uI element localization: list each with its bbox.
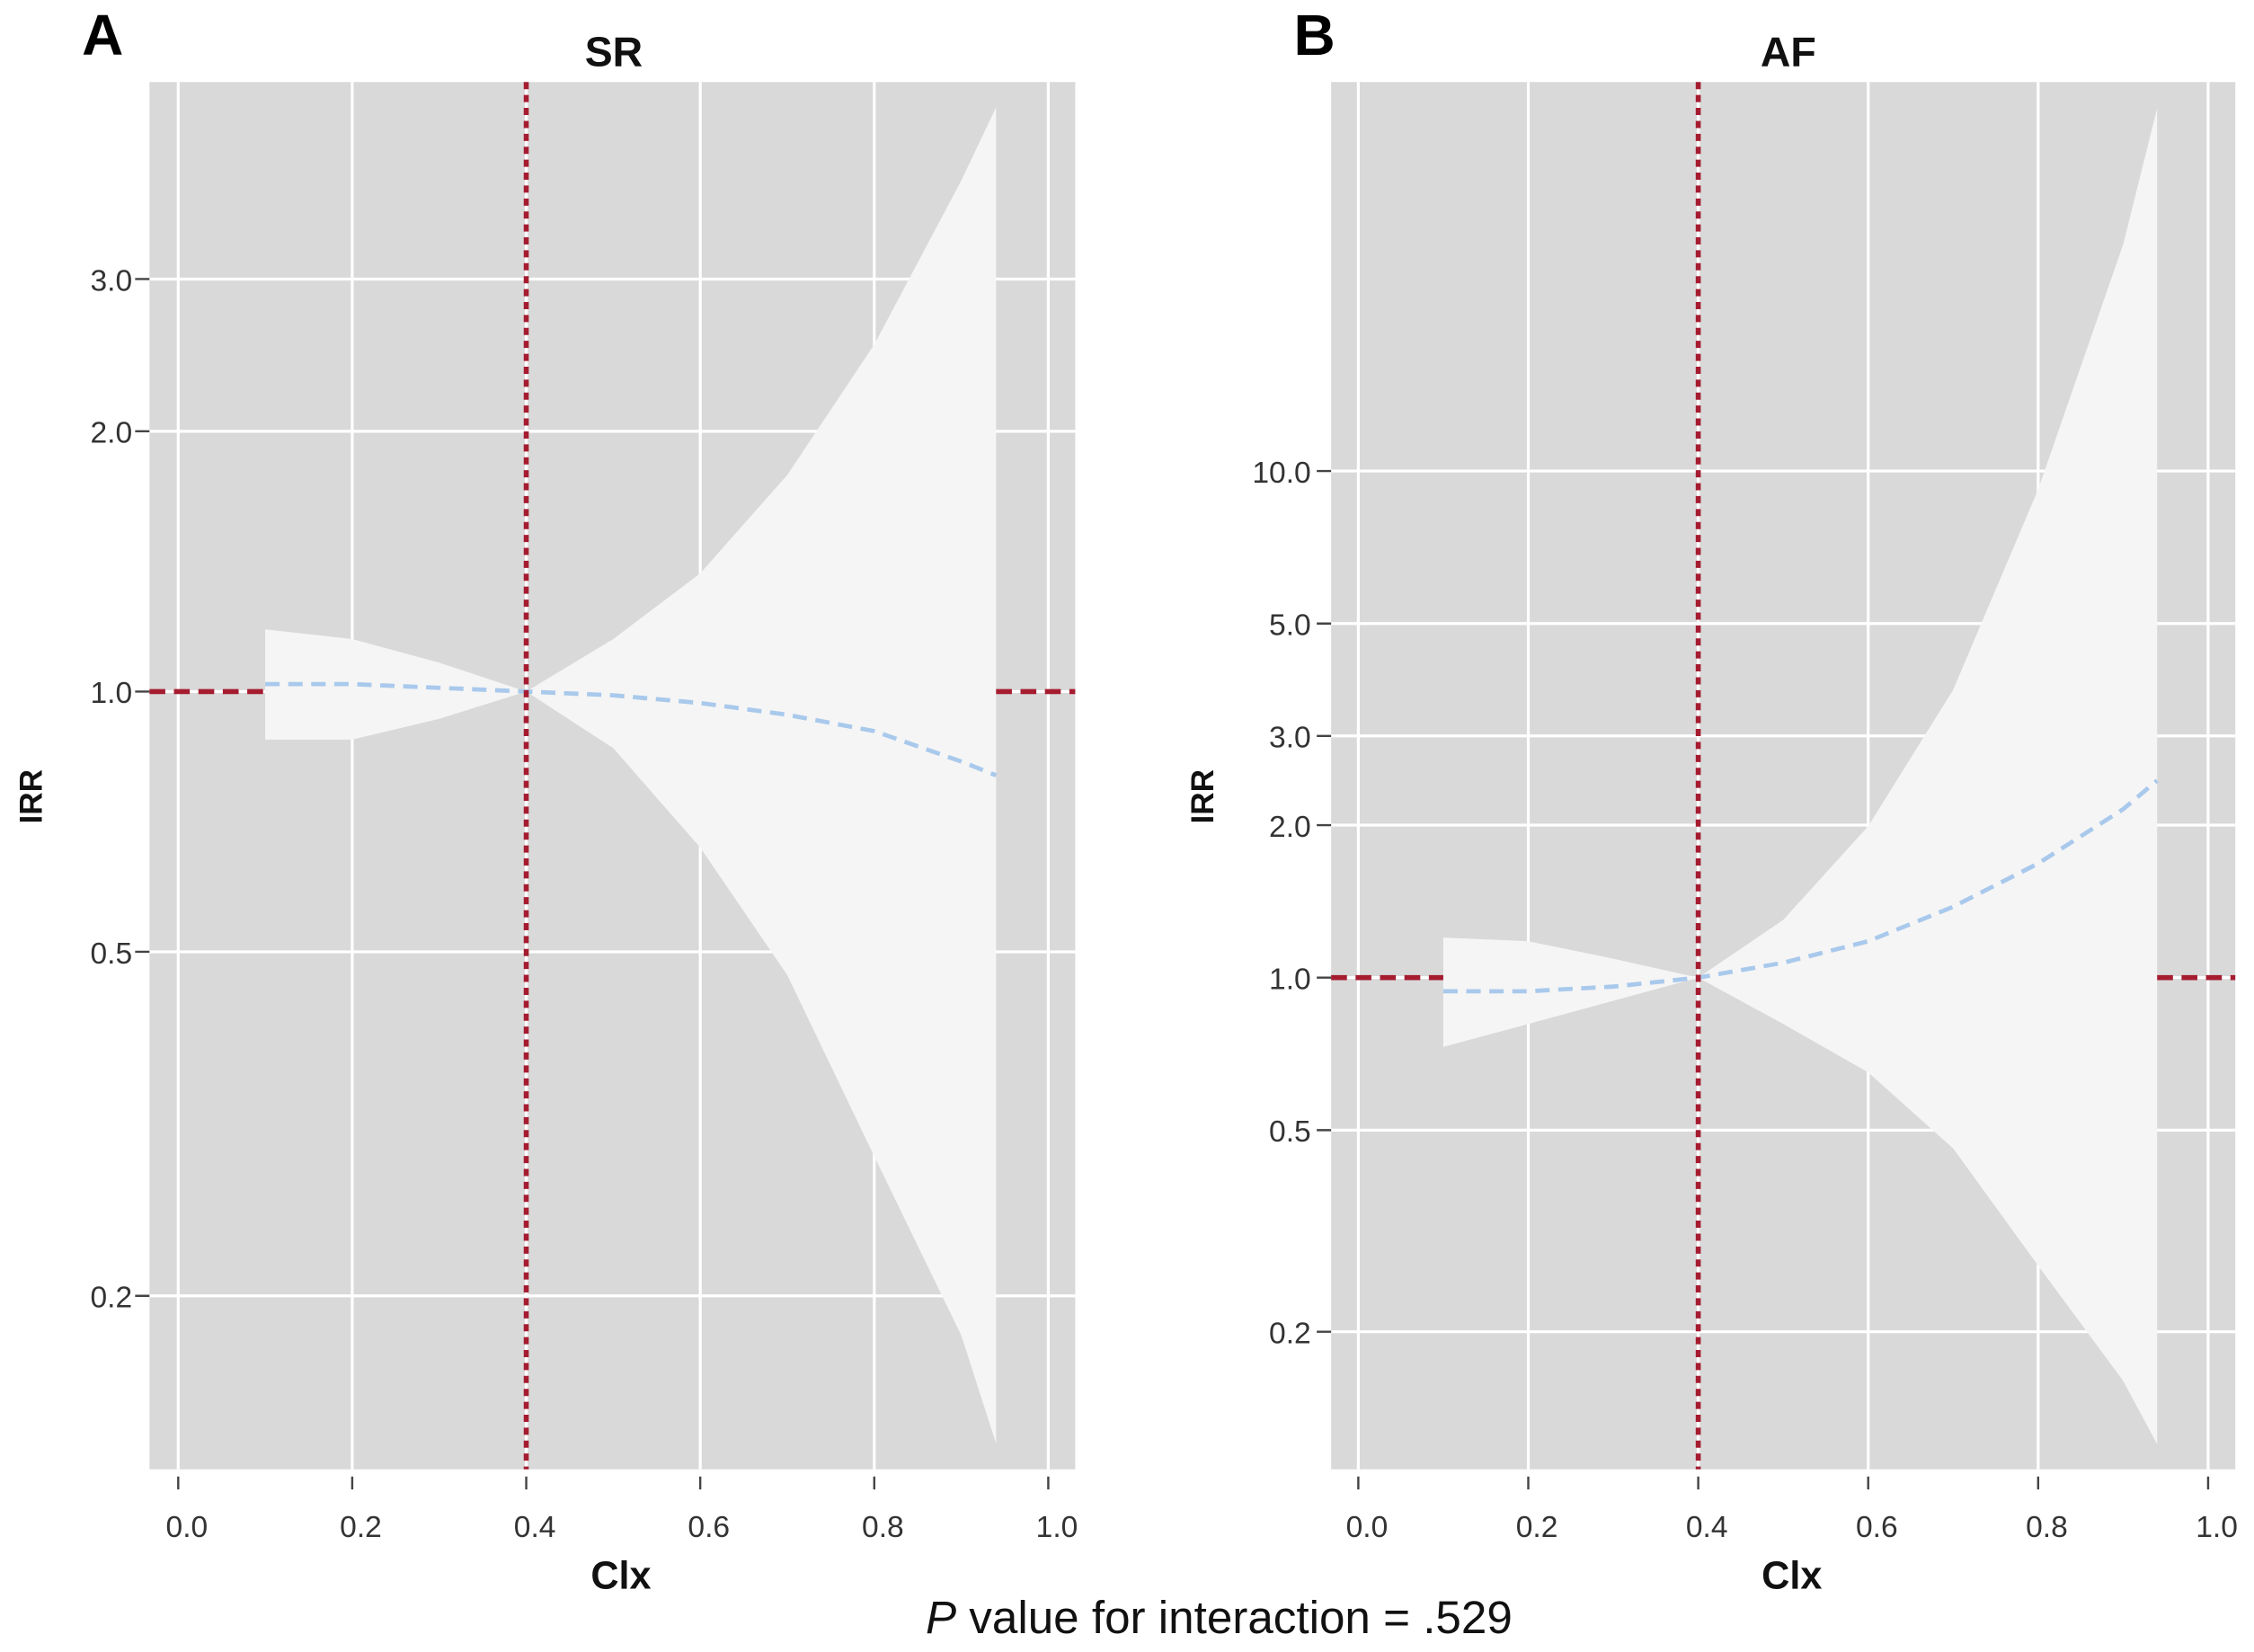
footnote-text: value for interaction = .529 [956, 1592, 1513, 1643]
x-tick-label: 0.4 [514, 1511, 556, 1544]
y-tick-label: 0.2 [90, 1282, 132, 1315]
x-tick-label: 0.0 [166, 1511, 209, 1544]
y-axis-label: IRR [13, 769, 49, 824]
y-axis-label: IRR [1185, 769, 1220, 824]
x-tick-label: 0.8 [2026, 1511, 2068, 1544]
y-tick-label: 0.2 [1269, 1317, 1311, 1350]
y-tick-label: 1.0 [90, 677, 132, 710]
y-tick-label: 5.0 [1269, 609, 1311, 643]
panel-title: AF [1761, 29, 1816, 75]
x-tick-label: 1.0 [2196, 1511, 2238, 1544]
x-tick-label: 0.0 [1346, 1511, 1389, 1544]
confidence-band [265, 107, 997, 1443]
estimate-line [1442, 778, 2159, 994]
x-tick-label: 0.2 [340, 1511, 382, 1544]
y-tick-label: 2.0 [1269, 811, 1311, 844]
confidence-band [1442, 108, 2158, 1444]
y-tick-label: 3.0 [1269, 722, 1311, 755]
x-tick-label: 0.6 [1856, 1511, 1898, 1544]
x-tick-label: 0.2 [1516, 1511, 1558, 1544]
panel-b: 0.0 0.2 0.4 0.6 0.8 1.0 0.2 0.5 1.0 2.0 3.0 5.0 10.0… [1185, 3, 2238, 1598]
y-tick-label: 0.5 [90, 937, 132, 971]
panel-a: 0.0 0.2 0.4 0.6 0.8 1.0 0.2 0.5 1.0 2.0 3.0 A SR Clx I… [13, 3, 1078, 1598]
y-tick-label: 1.0 [1269, 963, 1311, 996]
y-tick-label: 0.5 [1269, 1115, 1311, 1149]
footnote-p: P [926, 1592, 956, 1643]
x-axis-label: Clx [590, 1555, 651, 1598]
x-tick-label: 0.4 [1686, 1511, 1728, 1544]
x-tick-label: 0.6 [688, 1511, 730, 1544]
estimate-line [265, 681, 998, 777]
footnote: P value for interaction = .529 [926, 1592, 1513, 1643]
x-tick-label: 1.0 [1036, 1511, 1078, 1544]
y-tick-label: 2.0 [90, 417, 132, 450]
x-tick-label: 0.8 [862, 1511, 904, 1544]
panel-label: A [82, 3, 123, 67]
x-axis-label: Clx [1761, 1555, 1822, 1598]
y-tick-label: 10.0 [1252, 457, 1310, 490]
panel-title: SR [585, 29, 643, 75]
y-tick-label: 3.0 [90, 264, 132, 298]
panel-label: B [1294, 3, 1336, 67]
